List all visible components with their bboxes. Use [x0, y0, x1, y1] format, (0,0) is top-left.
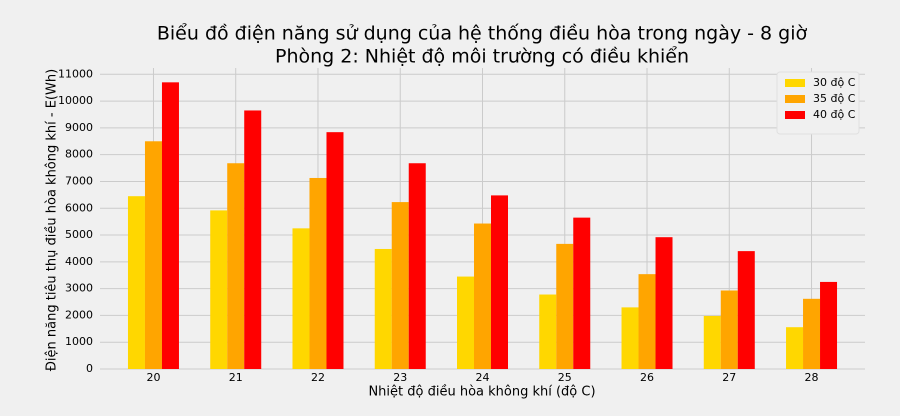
bar — [292, 228, 310, 369]
y-tick-label: 9000 — [65, 121, 93, 134]
bar — [621, 307, 639, 369]
y-tick-label: 0 — [86, 362, 93, 375]
y-tick-label: 3000 — [65, 282, 93, 295]
bar — [227, 163, 245, 369]
bar — [309, 177, 327, 369]
y-tick-label: 10000 — [58, 94, 93, 107]
bar — [408, 163, 426, 369]
x-tick-label: 27 — [722, 371, 736, 384]
x-axis-label: Nhiệt độ điều hòa không khí (độ C) — [368, 385, 595, 400]
bar — [737, 251, 755, 369]
bar — [161, 82, 179, 369]
bar — [638, 274, 656, 369]
y-axis-label: Điện năng tiêu thụ điều hòa không khí - … — [45, 69, 60, 371]
y-tick-label: 2000 — [65, 308, 93, 321]
bar — [556, 243, 574, 369]
chart-title: Biểu đồ điện năng sử dụng của hệ thống đ… — [157, 23, 808, 45]
bar — [474, 223, 491, 369]
y-tick-label: 7000 — [65, 174, 93, 187]
y-tick-label: 11000 — [58, 67, 93, 80]
bar — [655, 237, 673, 369]
x-tick-label: 23 — [393, 371, 407, 384]
legend-label: 30 độ C — [813, 76, 856, 89]
y-tick-label: 8000 — [65, 148, 93, 161]
bar — [803, 298, 821, 369]
bar — [491, 195, 508, 369]
bar — [820, 281, 838, 369]
legend: 30 độ C 35 độ C 40 độ C — [776, 71, 860, 135]
bar — [457, 276, 474, 369]
legend-swatch — [785, 111, 805, 119]
x-tick-label: 24 — [476, 371, 490, 384]
legend-swatch — [785, 79, 805, 87]
bar — [391, 202, 409, 369]
bar — [244, 110, 262, 369]
y-tick-label: 6000 — [65, 201, 93, 214]
bar — [144, 141, 162, 369]
x-tick-label: 25 — [558, 371, 572, 384]
x-tick-label: 28 — [805, 371, 819, 384]
bar — [374, 248, 392, 369]
y-tick-label: 1000 — [65, 335, 93, 348]
bar — [573, 217, 591, 369]
bar — [720, 290, 738, 369]
chart-subtitle: Phòng 2: Nhiệt độ môi trường có điều khi… — [275, 46, 689, 68]
x-tick-label: 22 — [311, 371, 325, 384]
bar — [326, 132, 344, 369]
bar — [210, 210, 228, 369]
x-tick-label: 26 — [640, 371, 654, 384]
legend-swatch — [785, 95, 805, 103]
bar — [539, 294, 557, 369]
bar — [786, 327, 804, 369]
x-tick-label: 21 — [229, 371, 243, 384]
bar — [127, 196, 145, 369]
x-tick-label: 20 — [146, 371, 160, 384]
y-tick-label: 5000 — [65, 228, 93, 241]
bar — [703, 315, 721, 369]
y-tick-label: 4000 — [65, 255, 93, 268]
legend-label: 40 độ C — [813, 108, 856, 121]
legend-label: 35 độ C — [813, 92, 856, 105]
